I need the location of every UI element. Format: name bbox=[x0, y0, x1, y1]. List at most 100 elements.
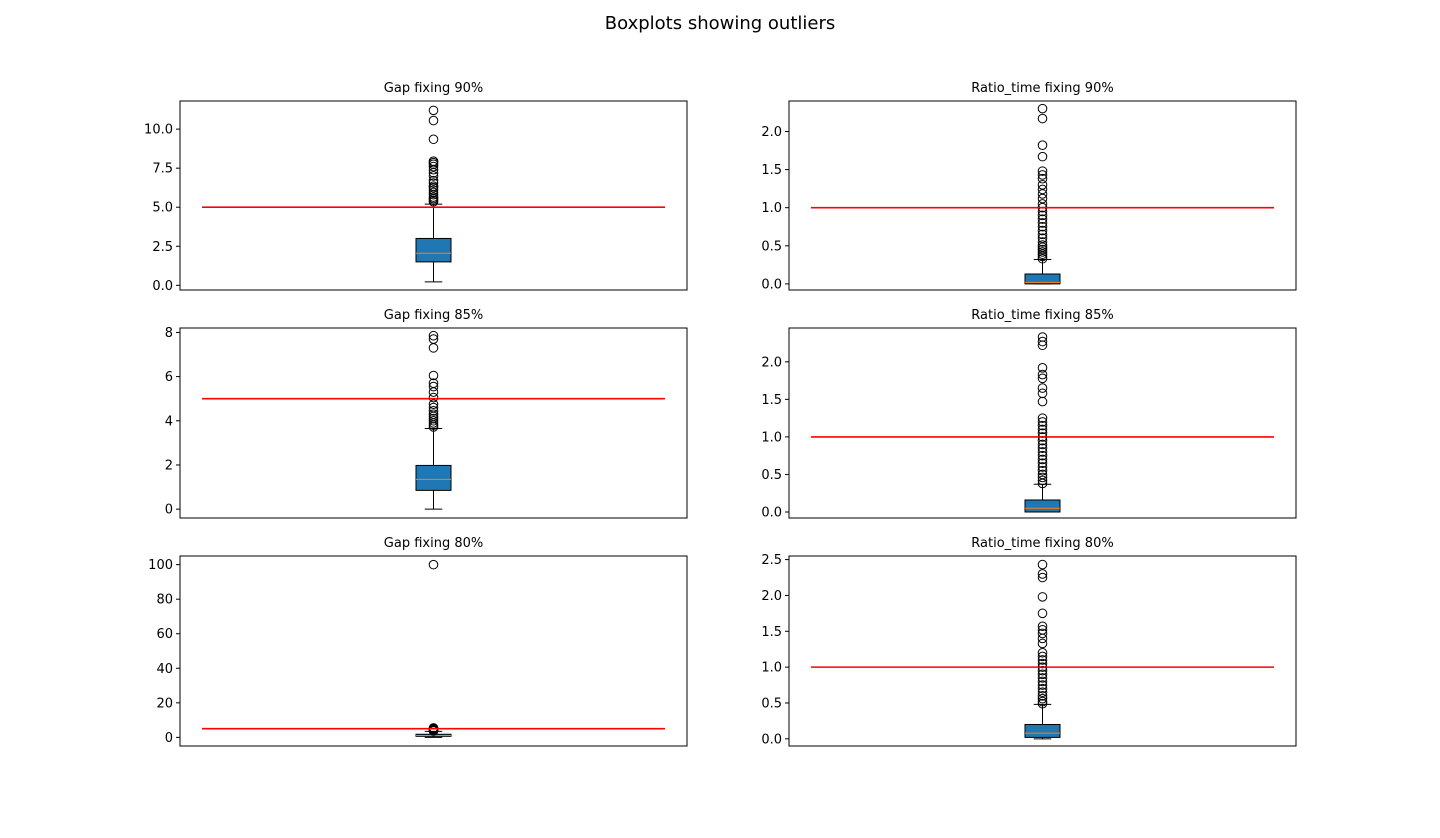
outlier-point bbox=[1037, 447, 1048, 457]
outlier-point bbox=[1037, 184, 1048, 195]
y-tick-label: 1.5 bbox=[761, 163, 782, 178]
axes-frame bbox=[788, 100, 1297, 291]
outlier-point bbox=[1037, 559, 1048, 570]
y-tick-label: 2.5 bbox=[761, 553, 782, 568]
axes-frame bbox=[788, 555, 1297, 747]
outlier-point bbox=[428, 161, 439, 172]
y-tick-label: 0.5 bbox=[761, 468, 782, 483]
y-tick-label: 0.0 bbox=[761, 732, 782, 747]
y-tick-label: 2 bbox=[165, 458, 173, 473]
outlier-point bbox=[1037, 454, 1048, 465]
outlier-point bbox=[1037, 424, 1048, 435]
y-tick-label: 1.0 bbox=[761, 201, 782, 216]
axes-frame bbox=[788, 327, 1297, 519]
outlier-point bbox=[1037, 638, 1048, 649]
outlier-point bbox=[1037, 698, 1048, 709]
y-tick-label: 0.5 bbox=[761, 239, 782, 254]
subplot-title: Ratio_time fixing 85% bbox=[971, 308, 1113, 323]
outlier-point bbox=[428, 334, 439, 344]
y-tick-label: 1.0 bbox=[761, 661, 782, 676]
iqr-box bbox=[1024, 273, 1061, 285]
figure-title: Boxplots showing outliers bbox=[604, 13, 836, 34]
outlier-point bbox=[1037, 369, 1048, 380]
outlier-point bbox=[1037, 103, 1048, 114]
outlier-point bbox=[1037, 340, 1048, 351]
outlier-point bbox=[428, 392, 439, 403]
outlier-point bbox=[1037, 166, 1048, 176]
outlier-point bbox=[1037, 151, 1048, 162]
outlier-point bbox=[1037, 450, 1048, 461]
outlier-point bbox=[428, 134, 439, 145]
outlier-point bbox=[1037, 363, 1048, 373]
outlier-point bbox=[1037, 608, 1048, 619]
y-tick-label: 2.0 bbox=[761, 589, 782, 604]
outlier-point bbox=[1037, 633, 1048, 644]
y-tick-label: 0.0 bbox=[761, 277, 782, 292]
outlier-point bbox=[428, 343, 439, 353]
outlier-point bbox=[428, 381, 439, 392]
subplot-3: Gap fixing 85% 0 2 4 6 8 bbox=[165, 308, 688, 519]
y-tick-label: 1.5 bbox=[761, 393, 782, 408]
outlier-point bbox=[1037, 572, 1048, 583]
outlier-point bbox=[1037, 244, 1048, 255]
outlier-point bbox=[1037, 420, 1048, 431]
outlier-point bbox=[1037, 242, 1048, 253]
outlier-point bbox=[1037, 396, 1048, 407]
outlier-point bbox=[1037, 221, 1048, 232]
outlier-point bbox=[1037, 696, 1048, 707]
outlier-point bbox=[1037, 193, 1048, 204]
outlier-point bbox=[1037, 683, 1048, 694]
outlier-point bbox=[428, 415, 439, 426]
outlier-point bbox=[428, 378, 439, 389]
outlier-point bbox=[1037, 113, 1048, 124]
outlier-point bbox=[1037, 693, 1048, 704]
outlier-point bbox=[428, 175, 439, 186]
outlier-point bbox=[1037, 475, 1048, 486]
y-tick-label: 0.0 bbox=[761, 505, 782, 520]
outlier-point bbox=[1037, 373, 1048, 384]
y-tick-label: 0 bbox=[165, 503, 173, 518]
outlier-point bbox=[1037, 417, 1048, 427]
outlier-point bbox=[1037, 625, 1048, 635]
subplot-title: Ratio_time fixing 80% bbox=[971, 536, 1113, 551]
outlier-point bbox=[1037, 225, 1048, 236]
y-tick-label: 2.5 bbox=[152, 240, 173, 255]
outlier-point bbox=[428, 185, 439, 195]
outlier-point bbox=[428, 156, 439, 166]
outlier-point bbox=[1037, 189, 1048, 199]
y-tick-label: 80 bbox=[156, 593, 173, 608]
outlier-point bbox=[1037, 647, 1048, 658]
outlier-point bbox=[1037, 621, 1048, 632]
outlier-point bbox=[1037, 651, 1048, 662]
outlier-point bbox=[1037, 180, 1048, 190]
outlier-point bbox=[428, 559, 439, 570]
outlier-point bbox=[1037, 655, 1048, 665]
outlier-point bbox=[1037, 676, 1048, 687]
outlier-point bbox=[428, 192, 439, 202]
outlier-point bbox=[1037, 469, 1048, 480]
y-tick-label: 0.0 bbox=[152, 279, 173, 294]
outlier-point bbox=[1037, 439, 1048, 450]
y-tick-label: 4 bbox=[165, 414, 173, 429]
outlier-point bbox=[428, 181, 439, 191]
outlier-point bbox=[1037, 383, 1048, 393]
y-tick-label: 40 bbox=[156, 662, 173, 677]
outlier-point bbox=[1037, 472, 1048, 483]
y-tick-label: 1.0 bbox=[761, 430, 782, 445]
subplot-title: Gap fixing 90% bbox=[384, 81, 483, 96]
outlier-point bbox=[1037, 336, 1048, 347]
subplot-title: Gap fixing 80% bbox=[384, 536, 483, 551]
outlier-point bbox=[1037, 170, 1048, 180]
outlier-point bbox=[1037, 253, 1048, 264]
y-tick-label: 10.0 bbox=[144, 123, 173, 138]
outlier-point bbox=[1037, 140, 1048, 151]
outlier-point bbox=[428, 115, 439, 126]
outlier-point bbox=[1037, 673, 1048, 683]
y-tick-label: 0.5 bbox=[761, 696, 782, 711]
y-tick-label: 2.0 bbox=[761, 355, 782, 370]
iqr-box bbox=[1024, 723, 1061, 738]
subplot-title: Ratio_time fixing 90% bbox=[971, 81, 1113, 96]
outlier-point bbox=[1037, 229, 1048, 240]
outlier-point bbox=[428, 723, 439, 733]
y-tick-label: 6 bbox=[165, 370, 173, 385]
